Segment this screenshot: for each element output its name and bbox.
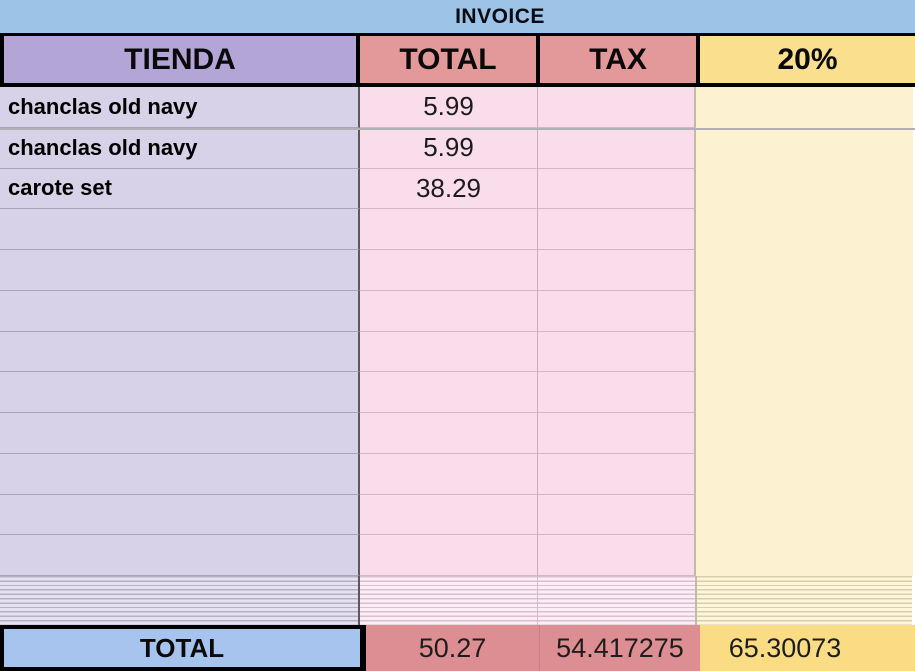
empty-total-cell[interactable] [360, 372, 538, 413]
header-cell-total[interactable]: TOTAL [360, 36, 540, 83]
empty-name-cell[interactable] [0, 250, 360, 291]
empty-name-cell[interactable] [0, 535, 360, 576]
summary-tax-value: 54.417275 [556, 632, 684, 663]
empty-pct-cell[interactable] [696, 494, 913, 536]
collapsed-rows-band [0, 576, 915, 625]
empty-total-cell[interactable] [360, 209, 538, 250]
header-label-tax: TAX [589, 42, 647, 76]
empty-total-cell[interactable] [360, 494, 538, 536]
empty-tax-cell[interactable] [538, 535, 696, 576]
empty-name-cell[interactable] [0, 453, 360, 495]
item-total-cell[interactable]: 5.99 [360, 87, 538, 128]
empty-total-cell[interactable] [360, 290, 538, 332]
empty-row [0, 290, 915, 332]
empty-tax-cell[interactable] [538, 453, 696, 495]
empty-pct-cell[interactable] [696, 250, 913, 291]
invoice-title-bar: INVOICE [0, 0, 915, 33]
empty-tax-cell[interactable] [538, 413, 696, 454]
summary-pct-value: 65.30073 [728, 632, 842, 663]
empty-total-cell[interactable] [360, 535, 538, 576]
frozen-row-divider [0, 128, 915, 130]
item-pct-cell[interactable] [696, 168, 913, 210]
item-name-cell[interactable]: chanclas old navy [0, 127, 360, 169]
item-row: chanclas old navy 5.99 [0, 127, 915, 169]
empty-pct-cell[interactable] [696, 453, 913, 495]
summary-label-cell[interactable]: TOTAL [0, 625, 366, 671]
header-label-total: TOTAL [399, 42, 497, 76]
header-row: TIENDA TOTAL TAX 20% [0, 33, 915, 87]
empty-row [0, 494, 915, 536]
data-grid: chanclas old navy 5.99 chanclas old navy… [0, 87, 915, 576]
empty-tax-cell[interactable] [538, 494, 696, 536]
item-name-cell[interactable]: carote set [0, 168, 360, 210]
header-label-pct: 20% [777, 42, 838, 76]
item-total: 5.99 [423, 91, 474, 122]
header-label-tienda: TIENDA [124, 42, 236, 76]
empty-total-cell[interactable] [360, 413, 538, 454]
empty-row [0, 209, 915, 250]
empty-name-cell[interactable] [0, 413, 360, 454]
collapsed-rows-tax [538, 576, 697, 625]
empty-tax-cell[interactable] [538, 331, 696, 373]
item-total: 38.29 [415, 172, 482, 203]
empty-row [0, 331, 915, 373]
header-cell-tienda[interactable]: TIENDA [0, 36, 360, 83]
empty-name-cell[interactable] [0, 494, 360, 536]
empty-total-cell[interactable] [360, 331, 538, 373]
summary-total-value: 50.27 [418, 632, 487, 663]
empty-name-cell[interactable] [0, 290, 360, 332]
empty-name-cell[interactable] [0, 372, 360, 413]
item-total-cell[interactable]: 38.29 [360, 168, 538, 210]
empty-pct-cell[interactable] [696, 209, 913, 250]
empty-tax-cell[interactable] [538, 372, 696, 413]
empty-tax-cell[interactable] [538, 290, 696, 332]
empty-row [0, 372, 915, 413]
item-row: chanclas old navy 5.99 [0, 87, 915, 128]
invoice-title: INVOICE [455, 4, 545, 28]
empty-tax-cell[interactable] [538, 250, 696, 291]
item-name: chanclas old navy [8, 134, 198, 160]
empty-name-cell[interactable] [0, 331, 360, 373]
item-total: 5.99 [423, 132, 474, 163]
item-tax-cell[interactable] [538, 87, 696, 128]
item-total-cell[interactable]: 5.99 [360, 127, 538, 169]
summary-total-cell[interactable]: 50.27 [366, 625, 540, 671]
item-pct-cell[interactable] [696, 87, 913, 128]
item-pct-cell[interactable] [696, 127, 913, 169]
collapsed-rows-total [360, 576, 538, 625]
item-name-cell[interactable]: chanclas old navy [0, 87, 360, 128]
empty-total-cell[interactable] [360, 453, 538, 495]
item-name: chanclas old navy [8, 93, 198, 119]
empty-pct-cell[interactable] [696, 535, 913, 576]
summary-label: TOTAL [139, 632, 225, 663]
item-tax-cell[interactable] [538, 168, 696, 210]
empty-pct-cell[interactable] [696, 372, 913, 413]
empty-tax-cell[interactable] [538, 209, 696, 250]
collapsed-rows-tienda [0, 576, 360, 625]
header-cell-tax[interactable]: TAX [540, 36, 700, 83]
summary-row: TOTAL 50.27 54.417275 65.30073 [0, 625, 915, 671]
empty-row [0, 453, 915, 495]
item-tax-cell[interactable] [538, 127, 696, 169]
empty-row [0, 413, 915, 454]
empty-pct-cell[interactable] [696, 331, 913, 373]
empty-row [0, 535, 915, 576]
summary-pct-cell[interactable]: 65.30073 [700, 625, 915, 671]
summary-tax-cell[interactable]: 54.417275 [540, 625, 700, 671]
item-name: carote set [8, 175, 112, 201]
empty-pct-cell[interactable] [696, 290, 913, 332]
collapsed-rows-pct [697, 576, 912, 625]
empty-pct-cell[interactable] [696, 413, 913, 454]
item-row: carote set 38.29 [0, 168, 915, 210]
empty-row [0, 250, 915, 291]
header-cell-pct[interactable]: 20% [700, 36, 915, 83]
empty-name-cell[interactable] [0, 209, 360, 250]
empty-total-cell[interactable] [360, 250, 538, 291]
